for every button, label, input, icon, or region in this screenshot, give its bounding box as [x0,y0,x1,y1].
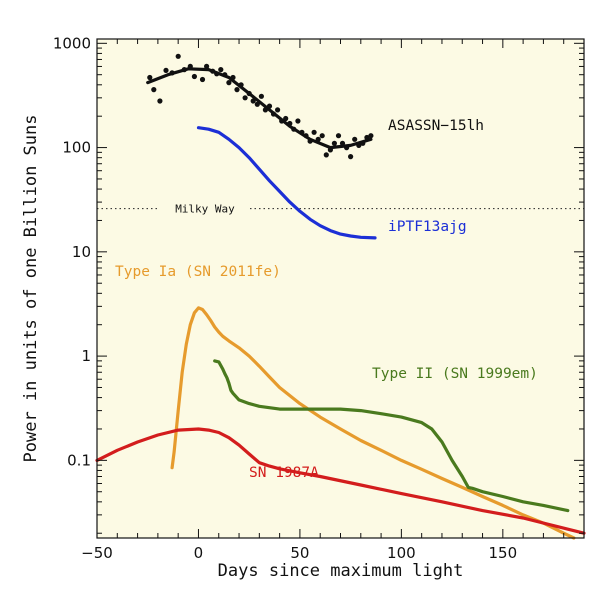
data-point-asassn-15lh [275,107,281,113]
series-line-sn-1987a [95,427,586,535]
data-point-asassn-15lh [315,136,321,142]
data-point-asassn-15lh [303,133,309,139]
data-point-asassn-15lh [204,63,210,69]
axis-ticks: −50 0 50 100 150 0.1 1 10 100 1000 [53,34,585,562]
series-label-sn-1987a: SN 1987A [249,465,319,481]
data-point-asassn-15lh [368,133,374,139]
plot-area-background [97,39,584,538]
series-label-type-ia-sn-2011fe: Type Ia (SN 2011fe) [115,264,281,280]
series-label-iptf13ajg: iPTF13ajg [388,219,467,235]
series-line-iptf13ajg [196,126,377,240]
data-point-asassn-15lh [163,67,169,73]
series-labels: ASASSN−15lh iPTF13ajg Type Ia (SN 2011fe) T… [115,118,538,481]
series-line-type-ia-sn-2011fe [170,306,576,540]
y-tick-label: 1000 [53,34,91,52]
y-tick-label: 10 [72,243,91,261]
reference-lines: Milky Way [97,203,584,216]
data-point-asassn-15lh [327,147,333,153]
x-tick-label: 50 [290,544,309,562]
data-point-asassn-15lh [344,145,350,151]
data-point-asassn-15lh [364,134,370,141]
data-point-asassn-15lh [339,140,346,146]
data-point-asassn-15lh [246,90,252,97]
data-point-asassn-15lh [157,98,163,104]
x-axis-label: Days since maximum light [218,561,464,581]
data-point-asassn-15lh [218,67,224,73]
data-point-asassn-15lh [266,103,273,109]
data-point-asassn-15lh [254,101,260,107]
data-point-asassn-15lh [175,53,181,59]
data-point-asassn-15lh [222,72,228,78]
data-point-asassn-15lh [234,87,240,93]
data-point-asassn-15lh [258,93,264,99]
data-point-asassn-15lh [262,107,268,113]
data-point-asassn-15lh [250,98,256,104]
series-label-type-ii-sn-1999em: Type II (SN 1999em) [372,366,538,382]
data-point-asassn-15lh [147,74,153,81]
data-point-asassn-15lh [151,87,157,93]
y-tick-label: 1 [81,347,91,365]
x-tick-label: 0 [194,544,204,562]
series-label-asassn-15lh: ASASSN−15lh [388,118,484,134]
data-point-asassn-15lh [169,70,175,76]
y-tick-label: 0.1 [67,451,91,469]
data-point-asassn-15lh [335,133,342,139]
data-point-asassn-15lh [230,74,236,81]
data-point-asassn-15lh [226,80,232,86]
data-point-asassn-15lh [242,95,248,101]
x-tick-label: 100 [387,544,416,562]
series-layer [95,53,586,540]
data-point-asassn-15lh [331,140,337,146]
data-point-asassn-15lh [181,67,187,73]
data-point-asassn-15lh [295,118,301,124]
data-point-asassn-15lh [323,152,329,158]
data-point-asassn-15lh [291,126,297,132]
data-point-asassn-15lh [356,142,362,148]
data-point-asassn-15lh [307,138,313,144]
series-line-type-ii-sn-1999em [213,359,570,513]
data-point-asassn-15lh [311,129,317,135]
data-point-asassn-15lh [287,120,293,127]
data-point-asassn-15lh [319,133,325,139]
data-point-asassn-15lh [199,76,206,83]
data-point-asassn-15lh [299,129,305,135]
data-point-asassn-15lh [214,71,220,77]
data-point-asassn-15lh [348,154,354,160]
y-axis-label: Power in units of one Billion Suns [21,115,41,463]
data-point-asassn-15lh [279,118,285,124]
data-point-asassn-15lh [238,82,244,88]
data-point-asassn-15lh [283,115,289,122]
y-tick-label: 100 [62,139,91,157]
data-point-asassn-15lh [191,73,197,80]
milky-way-label: Milky Way [175,203,235,216]
x-tick-label: 150 [489,544,518,562]
data-point-asassn-15lh [210,68,216,74]
data-point-asassn-15lh [360,140,366,146]
data-point-asassn-15lh [187,63,193,69]
data-point-asassn-15lh [270,111,277,117]
x-tick-label: −50 [81,544,113,562]
data-point-asassn-15lh [352,136,358,142]
